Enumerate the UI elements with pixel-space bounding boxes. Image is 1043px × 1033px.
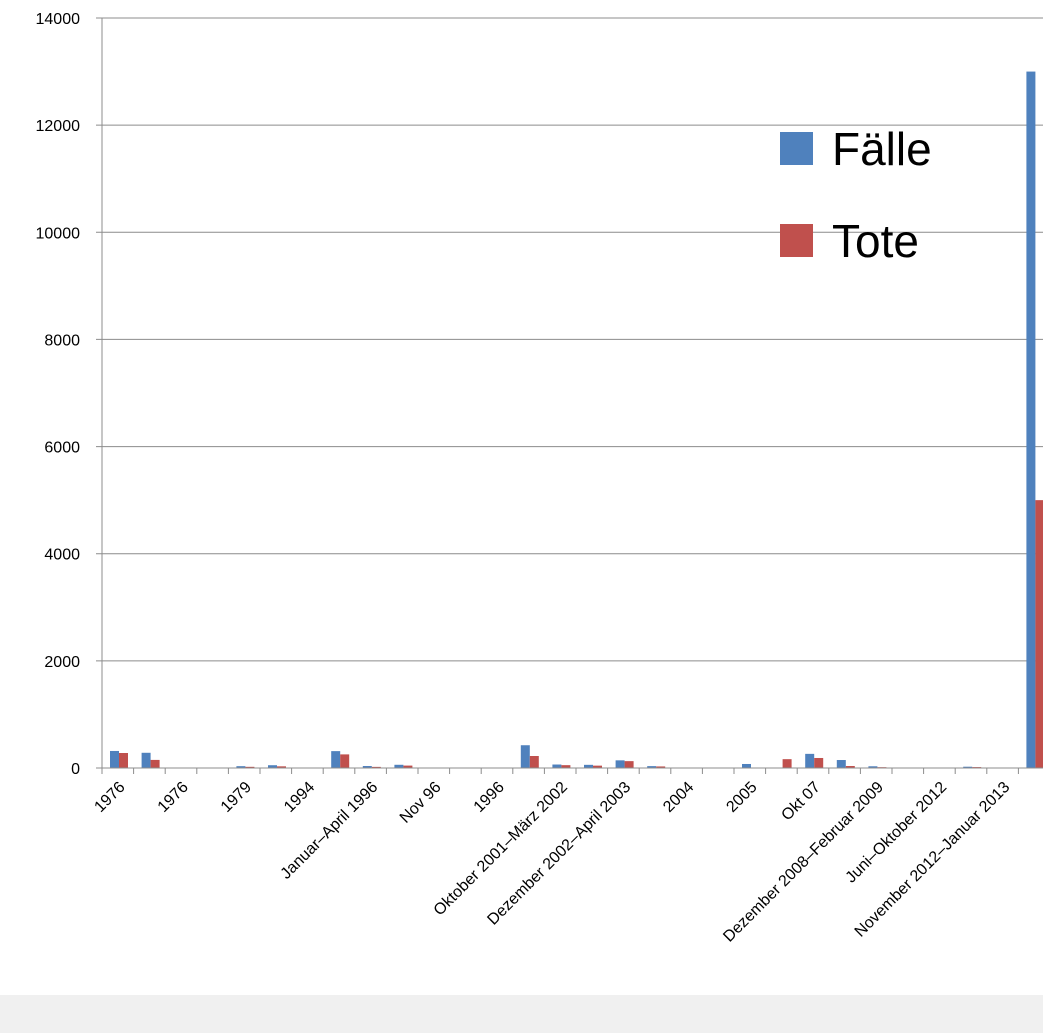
- legend-label-tote: Tote: [832, 215, 919, 267]
- bar-tote: [561, 765, 571, 768]
- x-tick-label: 1994: [281, 779, 318, 816]
- bar-tote: [150, 759, 160, 768]
- bar-tote: [782, 759, 792, 768]
- bar-tote: [529, 756, 539, 768]
- bar-faelle: [584, 764, 593, 768]
- bar-faelle: [331, 751, 341, 768]
- bar-tote: [403, 765, 413, 768]
- bar-faelle: [647, 766, 657, 768]
- x-tick-label: 1996: [471, 779, 508, 816]
- x-tick-label: 1979: [218, 779, 255, 816]
- bottom-strip: [0, 995, 1043, 1033]
- x-tick-label: Nov 96: [397, 779, 445, 827]
- bar-tote: [814, 757, 824, 768]
- bar-faelle: [362, 766, 372, 768]
- bar-faelle: [236, 766, 246, 768]
- x-tick-label: Okt 07: [778, 779, 823, 824]
- bar-faelle: [615, 760, 625, 768]
- bar-tote: [340, 754, 350, 768]
- bar-faelle: [110, 750, 119, 768]
- bar-tote: [1035, 500, 1043, 768]
- legend-swatch-tote: [780, 224, 813, 257]
- bar-faelle: [394, 764, 404, 768]
- bar-tote: [656, 766, 666, 768]
- bar-faelle: [742, 763, 751, 768]
- y-tick-label: 12000: [36, 118, 81, 135]
- y-tick-label: 14000: [36, 11, 81, 28]
- legend-label-faelle: Fälle: [832, 123, 932, 175]
- x-tick-label: 1976: [155, 779, 192, 816]
- bar-faelle: [868, 766, 878, 768]
- bar-faelle: [836, 760, 846, 768]
- y-tick-label: 0: [71, 761, 80, 778]
- bar-tote: [119, 753, 128, 768]
- x-tick-label: 2004: [660, 779, 697, 816]
- x-tick-label: 1976: [91, 779, 128, 816]
- bar-faelle: [963, 766, 973, 768]
- bar-faelle: [141, 752, 151, 768]
- bar-faelle: [520, 745, 530, 768]
- bar-faelle: [1026, 71, 1036, 769]
- bar-tote: [277, 766, 286, 768]
- bar-tote: [371, 766, 381, 768]
- gridlines: [96, 17, 1043, 769]
- bar-faelle: [268, 765, 277, 768]
- y-tick-label: 8000: [44, 332, 80, 349]
- y-tick-label: 2000: [44, 654, 80, 671]
- y-tick-label: 6000: [44, 440, 80, 457]
- bar-tote: [624, 761, 634, 768]
- legend-swatch-faelle: [780, 132, 813, 165]
- bar-tote: [593, 765, 602, 768]
- bar-tote: [245, 766, 255, 768]
- y-tick-label: 10000: [36, 225, 81, 242]
- legend: Fälle Tote: [780, 123, 932, 267]
- x-tick-label: 2005: [723, 779, 760, 816]
- y-tick-label: 4000: [44, 547, 80, 564]
- bar-faelle: [805, 753, 815, 768]
- bar-faelle: [552, 764, 562, 768]
- bar-tote: [845, 766, 855, 768]
- x-tick-label: Oktober 2001–März 2002: [431, 779, 571, 919]
- bars: [110, 71, 1043, 769]
